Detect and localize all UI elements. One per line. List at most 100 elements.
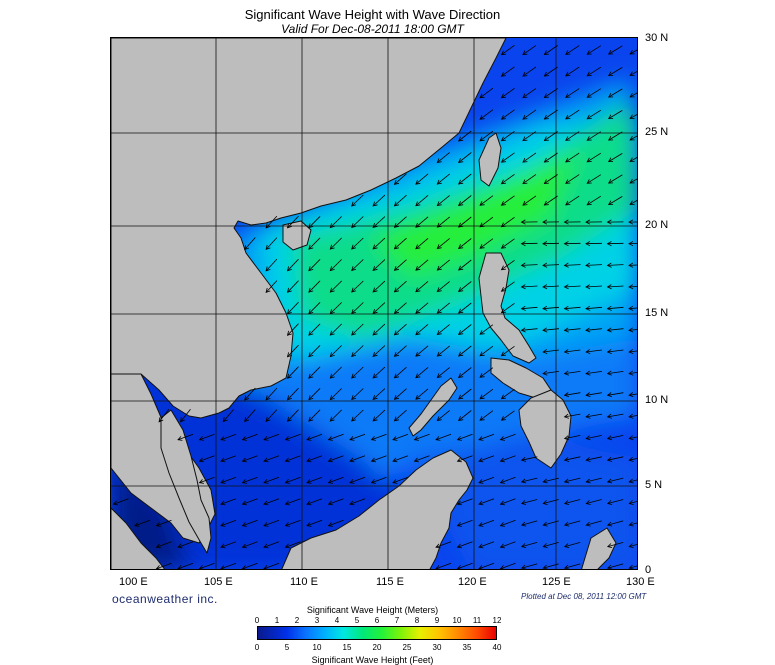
wave-arrow bbox=[393, 280, 407, 293]
wave-arrow bbox=[329, 388, 342, 401]
wave-arrow bbox=[565, 66, 580, 77]
wave-arrow bbox=[520, 219, 538, 225]
wave-arrow bbox=[586, 66, 602, 77]
wave-arrow bbox=[306, 433, 323, 441]
wave-arrow bbox=[585, 241, 603, 247]
legend-tick-ft-35: 35 bbox=[462, 643, 472, 652]
wave-arrow bbox=[265, 280, 278, 294]
wave-arrow bbox=[542, 219, 560, 225]
wave-arrow bbox=[586, 195, 602, 206]
wave-arrow bbox=[520, 520, 538, 527]
wave-arrow bbox=[372, 345, 386, 357]
wave-arrow bbox=[520, 241, 538, 247]
wave-map[interactable] bbox=[110, 37, 638, 570]
wave-arrow bbox=[263, 541, 280, 549]
wave-arrow bbox=[585, 284, 603, 290]
wave-arrow bbox=[585, 219, 603, 225]
wave-arrow bbox=[351, 237, 364, 250]
wave-arrow bbox=[393, 237, 407, 250]
wave-arrow bbox=[628, 370, 637, 376]
legend-tick-m-1: 1 bbox=[274, 616, 280, 625]
wave-arrow bbox=[327, 476, 344, 484]
wave-arrow bbox=[393, 259, 407, 271]
wave-arrow bbox=[606, 284, 624, 290]
wave-arrow bbox=[458, 238, 472, 250]
wave-arrow bbox=[586, 109, 602, 120]
wave-arrow bbox=[500, 173, 515, 185]
wave-arrow bbox=[220, 433, 237, 441]
wave-arrow bbox=[308, 323, 321, 336]
wave-arrow bbox=[565, 195, 580, 206]
wave-arrow bbox=[329, 237, 342, 250]
legend-tick-m-7: 7 bbox=[394, 616, 400, 625]
wave-arrow bbox=[520, 262, 538, 268]
wave-arrow bbox=[372, 323, 386, 336]
wave-arrow bbox=[479, 238, 494, 249]
wave-arrow bbox=[370, 433, 387, 441]
legend-tick-m-5: 5 bbox=[354, 616, 360, 625]
wave-arrow bbox=[415, 259, 429, 271]
wave-arrow bbox=[478, 476, 495, 484]
wave-arrow bbox=[542, 327, 560, 333]
lon-label-125e: 125 E bbox=[542, 576, 571, 588]
wave-arrow bbox=[351, 280, 364, 293]
wave-arrow bbox=[393, 345, 407, 357]
sulawesi-edge bbox=[581, 527, 617, 569]
legend-tick-m-12: 12 bbox=[492, 616, 502, 625]
wave-arrow bbox=[585, 327, 603, 333]
wave-arrow bbox=[606, 392, 624, 398]
wave-arrow bbox=[241, 498, 258, 506]
wave-arrow bbox=[585, 520, 602, 527]
wave-arrow bbox=[458, 324, 472, 336]
wave-arrow bbox=[606, 477, 624, 484]
wave-arrow bbox=[543, 131, 558, 141]
wave-arrow bbox=[435, 433, 452, 441]
wave-arrow bbox=[543, 66, 558, 77]
wave-arrow bbox=[458, 152, 472, 164]
wave-arrow bbox=[284, 498, 301, 506]
legend-tick-ft-5: 5 bbox=[284, 643, 290, 652]
wave-arrow bbox=[458, 259, 472, 271]
wave-arrow bbox=[436, 367, 450, 379]
wave-arrow bbox=[563, 477, 581, 484]
wave-arrow bbox=[521, 499, 538, 505]
lat-label-20n: 20 N bbox=[645, 219, 669, 231]
wave-arrow bbox=[456, 498, 473, 506]
wave-arrow bbox=[499, 541, 516, 549]
wave-arrow bbox=[542, 349, 559, 354]
wave-arrow bbox=[606, 262, 624, 268]
wave-arrow bbox=[478, 562, 495, 569]
wave-arrow bbox=[522, 152, 537, 163]
lon-label-100e: 100 E bbox=[119, 576, 148, 588]
wave-arrow bbox=[629, 178, 637, 184]
wave-arrow bbox=[415, 366, 429, 379]
wave-arrow bbox=[327, 498, 344, 506]
lon-label-110e: 110 E bbox=[290, 576, 318, 588]
wave-arrow bbox=[415, 345, 429, 357]
wave-arrow bbox=[585, 392, 602, 398]
wave-arrow bbox=[351, 388, 364, 401]
wave-arrow bbox=[286, 280, 299, 293]
wave-arrow bbox=[585, 262, 603, 268]
sumatra-edge bbox=[111, 507, 166, 569]
wave-arrow bbox=[286, 344, 299, 358]
wave-arrow bbox=[606, 327, 624, 333]
wave-arrow bbox=[606, 520, 624, 527]
legend-tick-m-9: 9 bbox=[434, 616, 440, 625]
wave-arrow bbox=[220, 562, 237, 569]
wave-arrow bbox=[565, 174, 580, 184]
wave-arrow bbox=[241, 455, 258, 463]
wave-arrow bbox=[415, 237, 429, 250]
wave-arrow bbox=[393, 173, 407, 185]
wave-arrow bbox=[415, 323, 429, 336]
wave-arrow bbox=[586, 131, 602, 141]
wave-arrow bbox=[563, 262, 581, 268]
wave-arrow bbox=[458, 345, 472, 357]
wave-arrow bbox=[585, 499, 602, 505]
wave-arrow bbox=[284, 433, 301, 441]
brand-logo-text: oceanweather inc. bbox=[112, 592, 218, 606]
wave-arrow bbox=[543, 88, 558, 98]
wave-arrow bbox=[522, 66, 537, 77]
wave-arrow bbox=[500, 130, 515, 142]
wave-arrow bbox=[606, 241, 624, 247]
